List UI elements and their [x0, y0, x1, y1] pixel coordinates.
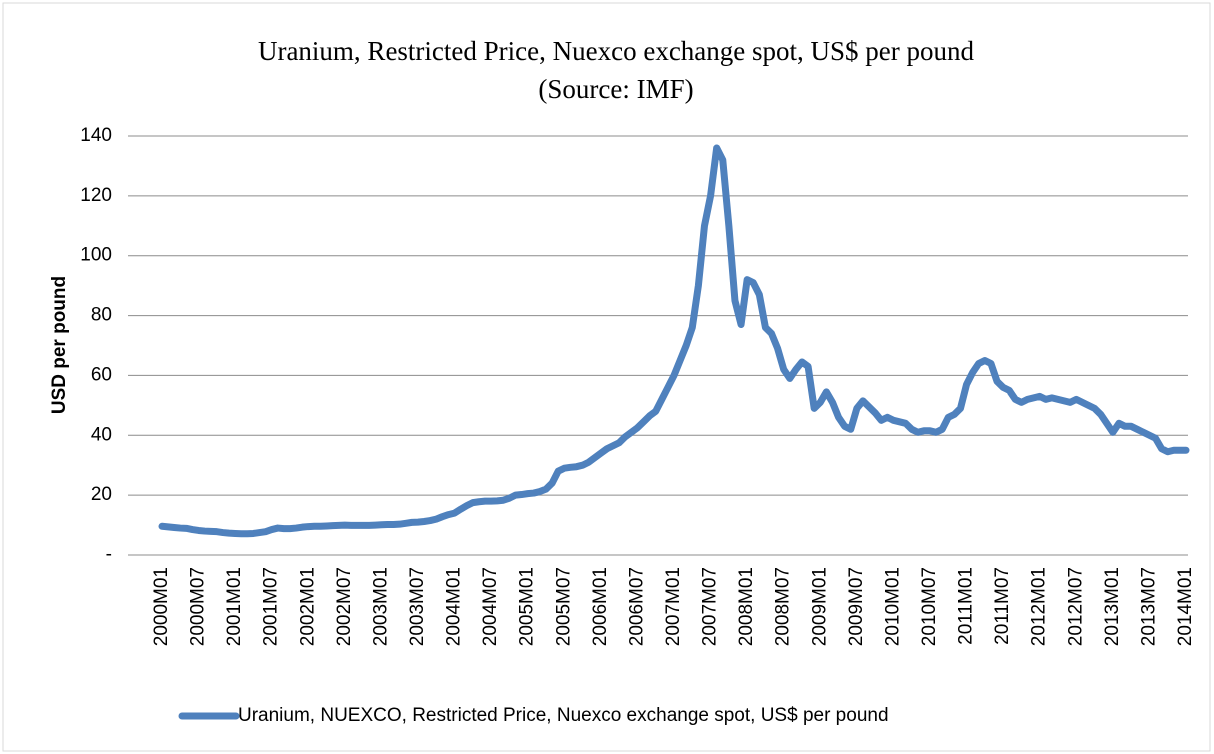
x-tick-label: 2001M01: [224, 567, 245, 646]
x-tick-label: 2011M01: [956, 567, 977, 645]
y-tick-label: 40: [91, 424, 112, 445]
legend-label: Uranium, NUEXCO, Restricted Price, Nuexc…: [238, 705, 889, 726]
x-tick-label: 2007M07: [700, 567, 721, 646]
x-tick-label: 2006M01: [590, 567, 611, 646]
x-tick-label: 2012M01: [1029, 567, 1050, 646]
y-tick-label: 20: [91, 484, 112, 505]
x-tick-label: 2002M07: [334, 567, 355, 646]
x-tick-label: 2006M07: [626, 567, 647, 646]
x-tick-label: 2013M07: [1138, 567, 1159, 646]
chart-subtitle: (Source: IMF): [538, 74, 693, 104]
x-tick-label: 2013M01: [1102, 567, 1123, 646]
y-axis-label: USD per pound: [49, 276, 70, 414]
x-tick-label: 2000M07: [188, 567, 209, 646]
x-tick-label: 2008M01: [736, 567, 757, 646]
x-tick-label: 2005M07: [553, 567, 574, 646]
y-tick-label: 140: [80, 125, 112, 146]
x-tick-label: 2004M07: [480, 567, 501, 646]
x-tick-label: 2012M07: [1065, 567, 1086, 646]
x-tick-label: 2014M01: [1175, 567, 1196, 646]
x-tick-label: 2001M07: [261, 567, 282, 646]
y-tick-label: 120: [80, 185, 112, 206]
x-tick-label: 2003M01: [370, 567, 391, 646]
x-tick-label: 2008M07: [773, 567, 794, 646]
x-tick-label: 2009M07: [846, 567, 867, 646]
x-tick-label: 2004M01: [444, 567, 465, 646]
line-series: [158, 144, 1190, 538]
chart-title: Uranium, Restricted Price, Nuexco exchan…: [258, 36, 975, 66]
x-tick-label: 2009M01: [809, 567, 830, 646]
y-tick-label: 80: [91, 305, 112, 326]
x-tick-label: 2011M07: [992, 567, 1013, 645]
y-tick-label: 100: [80, 245, 112, 266]
x-tick-label: 2007M01: [663, 567, 684, 646]
x-tick-label: 2003M07: [407, 567, 428, 646]
y-tick-label: 60: [91, 364, 112, 385]
x-tick-label: 2005M01: [517, 567, 538, 646]
x-tick-label: 2000M01: [151, 567, 172, 646]
x-tick-label: 2010M07: [919, 567, 940, 646]
y-tick-label: -: [106, 544, 112, 565]
x-tick-label: 2010M01: [882, 567, 903, 646]
x-tick-label: 2002M01: [297, 567, 318, 646]
